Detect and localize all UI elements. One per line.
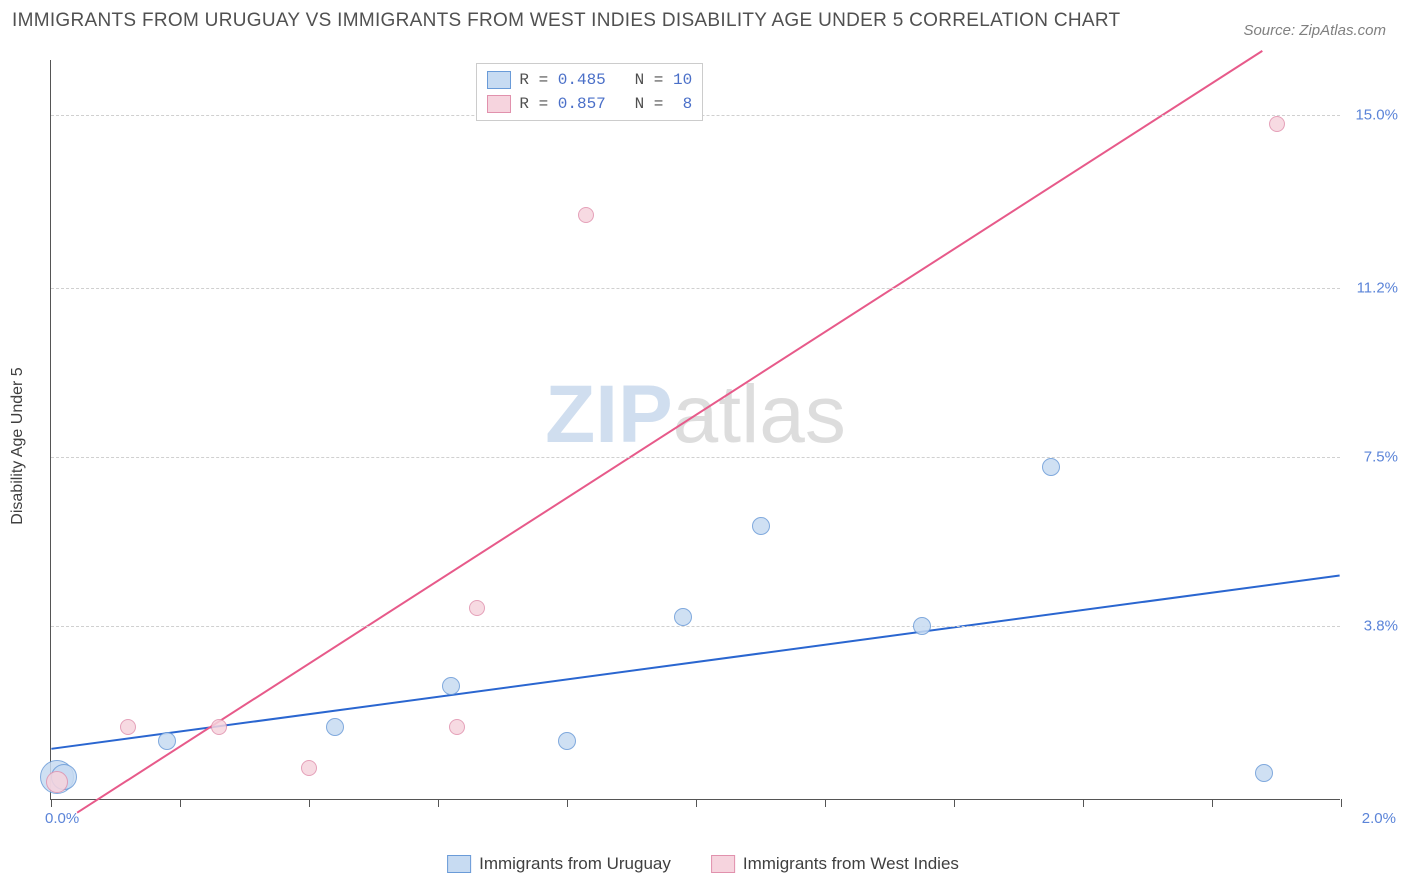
legend-bottom: Immigrants from Uruguay Immigrants from W… [447,854,959,874]
y-tick-label: 3.8% [1346,618,1398,635]
data-point [158,732,176,750]
data-point [120,719,136,735]
x-tick-mark [954,799,955,807]
x-tick-mark [180,799,181,807]
gridline-horizontal [51,626,1340,627]
y-tick-label: 15.0% [1346,106,1398,123]
y-tick-label: 7.5% [1346,449,1398,466]
gridline-horizontal [51,288,1340,289]
legend-swatch [711,855,735,873]
data-point [326,718,344,736]
data-point [578,207,594,223]
x-tick-mark [696,799,697,807]
legend-label: Immigrants from West Indies [743,854,959,874]
data-point [752,517,770,535]
x-tick-mark [1341,799,1342,807]
data-point [1042,458,1060,476]
legend-item: Immigrants from West Indies [711,854,959,874]
data-point [211,719,227,735]
data-point [46,771,68,793]
y-tick-label: 11.2% [1346,280,1398,297]
data-point [558,732,576,750]
x-tick-mark [309,799,310,807]
x-tick-mark [1083,799,1084,807]
legend-swatch [487,95,511,113]
trend-line [77,51,1262,813]
legend-swatch [447,855,471,873]
plot-area: ZIPatlas 3.8%7.5%11.2%15.0%0.0%2.0%R = 0… [50,60,1340,800]
gridline-horizontal [51,457,1340,458]
legend-stats-row: R = 0.485 N = 10 [487,68,692,92]
data-point [913,617,931,635]
x-tick-label-last: 2.0% [1362,810,1396,827]
x-tick-mark [825,799,826,807]
data-point [449,719,465,735]
legend-stats-row: R = 0.857 N = 8 [487,92,692,116]
data-point [1269,116,1285,132]
legend-stats-text: R = 0.857 N = 8 [519,95,692,113]
data-point [674,608,692,626]
data-point [1255,764,1273,782]
data-point [469,600,485,616]
legend-stats-text: R = 0.485 N = 10 [519,71,692,89]
y-axis-label: Disability Age Under 5 [9,367,27,524]
chart-title: IMMIGRANTS FROM URUGUAY VS IMMIGRANTS FR… [12,10,1120,32]
legend-stats: R = 0.485 N = 10 R = 0.857 N = 8 [476,63,703,121]
source-attribution: Source: ZipAtlas.com [1243,22,1386,39]
x-tick-mark [567,799,568,807]
x-tick-mark [51,799,52,807]
x-tick-label-first: 0.0% [45,810,79,827]
trend-line [51,575,1339,748]
legend-item: Immigrants from Uruguay [447,854,671,874]
x-tick-mark [438,799,439,807]
legend-swatch [487,71,511,89]
trend-lines-layer [51,60,1340,799]
x-tick-mark [1212,799,1213,807]
legend-label: Immigrants from Uruguay [479,854,671,874]
data-point [301,760,317,776]
data-point [442,677,460,695]
